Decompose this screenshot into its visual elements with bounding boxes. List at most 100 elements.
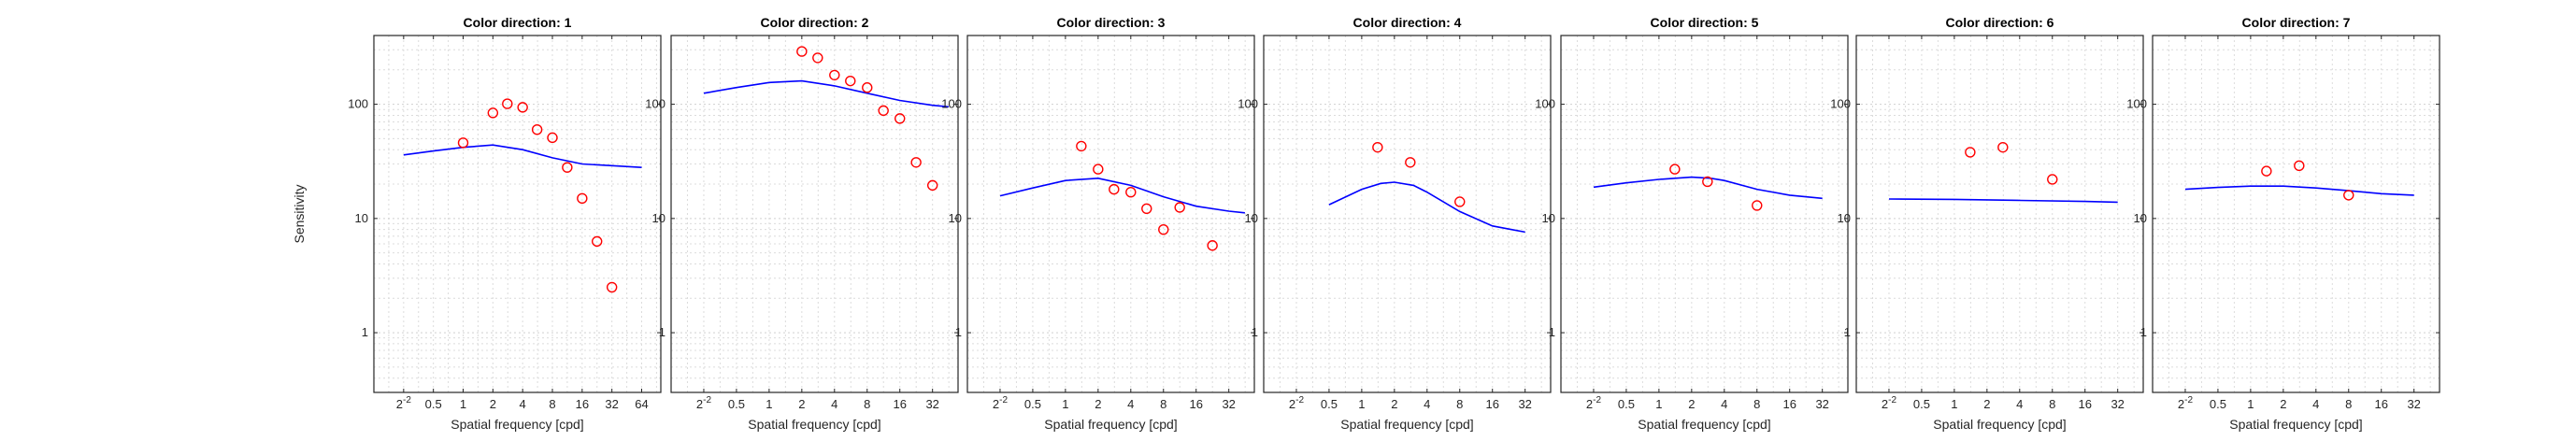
x-tick-label: 0.5 <box>425 397 442 411</box>
x-axis-label: Spatial frequency [cpd] <box>2229 417 2362 432</box>
x-tick-label: 2-2 <box>396 395 412 411</box>
panel-6: 2-2 0.5 1 2 4 8 16 32 1 10 100 Color direction: 6 Sp… <box>1830 15 2144 432</box>
panel-title: Color direction: 5 <box>1651 15 1759 30</box>
model-curve <box>1888 198 2118 204</box>
y-tick-label: 100 <box>2126 97 2147 111</box>
x-tick-label: 0.5 <box>728 397 745 411</box>
axes-box <box>2152 35 2440 393</box>
data-point <box>457 137 469 149</box>
y-tick-label: 1 <box>1549 325 1555 339</box>
data-point <box>2294 160 2305 172</box>
data-point <box>502 98 513 109</box>
x-tick-label: 8 <box>549 397 555 411</box>
y-tick-label: 100 <box>941 97 962 111</box>
panel-title: Color direction: 7 <box>2242 15 2351 30</box>
data-point <box>562 162 573 173</box>
y-tick-label: 100 <box>1238 97 1258 111</box>
axes-box <box>373 35 662 393</box>
panel-title: Color direction: 3 <box>1057 15 1166 30</box>
x-tick-label: 2 <box>1391 397 1397 411</box>
data-point <box>1702 176 1713 188</box>
x-tick-label: 1 <box>1062 397 1068 411</box>
x-tick-label: 0.5 <box>1913 397 1930 411</box>
panel-title: Color direction: 1 <box>464 15 572 30</box>
data-point <box>1454 196 1466 207</box>
x-tick-label: 16 <box>1782 397 1796 411</box>
y-tick-label: 1 <box>955 325 962 339</box>
data-point <box>1965 147 1976 158</box>
x-tick-label: 4 <box>520 397 526 411</box>
x-tick-label: 0.5 <box>2210 397 2226 411</box>
x-tick-label: 1 <box>1951 397 1957 411</box>
x-tick-label: 32 <box>1222 397 1235 411</box>
x-tick-label: 2-2 <box>2178 395 2194 411</box>
y-tick-label: 1 <box>1844 325 1851 339</box>
x-tick-label: 4 <box>1721 397 1727 411</box>
model-curve <box>703 79 949 108</box>
x-tick-label: 8 <box>2049 397 2055 411</box>
panel-3: 2-2 0.5 1 2 4 8 16 32 1 10 100 Color direction: 3 Sp… <box>941 15 1255 432</box>
x-tick-label: 2 <box>1095 397 1101 411</box>
data-point <box>1141 203 1152 214</box>
data-point <box>1372 141 1383 153</box>
x-tick-label: 2-2 <box>696 395 712 411</box>
x-tick-label: 2 <box>1688 397 1695 411</box>
x-tick-label: 8 <box>1753 397 1760 411</box>
data-point <box>606 281 618 293</box>
x-tick-label: 0.5 <box>1618 397 1635 411</box>
x-tick-label: 4 <box>2016 397 2023 411</box>
data-point <box>1174 202 1185 213</box>
x-tick-label: 2 <box>490 397 496 411</box>
data-point <box>1405 157 1416 168</box>
x-tick-label: 16 <box>2078 397 2091 411</box>
data-point <box>1076 140 1087 152</box>
data-point <box>2343 190 2354 201</box>
x-tick-label: 16 <box>1189 397 1202 411</box>
panel-title: Color direction: 4 <box>1353 15 1462 30</box>
model-curve <box>2184 185 2414 196</box>
model-curve <box>999 177 1245 214</box>
y-tick-label: 10 <box>1838 211 1851 225</box>
x-tick-label: 16 <box>2374 397 2387 411</box>
x-axis-label: Spatial frequency [cpd] <box>1340 417 1473 432</box>
x-tick-label: 2-2 <box>1289 395 1305 411</box>
x-tick-label: 2-2 <box>1882 395 1897 411</box>
x-tick-label: 32 <box>1815 397 1828 411</box>
x-tick-label: 0.5 <box>1024 397 1041 411</box>
data-point <box>2261 165 2272 177</box>
x-tick-label: 2 <box>1983 397 1990 411</box>
y-tick-label: 10 <box>652 211 665 225</box>
x-axis-label: Spatial frequency [cpd] <box>451 417 583 432</box>
y-tick-label: 1 <box>659 325 665 339</box>
y-tick-label: 1 <box>362 325 368 339</box>
x-tick-label: 0.5 <box>1321 397 1338 411</box>
x-tick-label: 1 <box>2247 397 2254 411</box>
y-tick-label: 100 <box>348 97 368 111</box>
x-tick-label: 8 <box>1160 397 1166 411</box>
model-curve <box>403 144 642 168</box>
axes-box <box>1855 35 2144 393</box>
x-tick-label: 2-2 <box>1586 395 1602 411</box>
axes-box <box>1560 35 1849 393</box>
x-axis-label: Spatial frequency [cpd] <box>748 417 880 432</box>
data-point <box>894 113 906 124</box>
data-point <box>591 235 603 248</box>
axes-box <box>670 35 959 393</box>
x-tick-label: 16 <box>576 397 589 411</box>
x-tick-label: 16 <box>893 397 906 411</box>
x-tick-label: 1 <box>1655 397 1662 411</box>
y-tick-label: 10 <box>949 211 962 225</box>
x-tick-label: 8 <box>1456 397 1463 411</box>
data-point <box>1207 240 1218 251</box>
y-tick-label: 1 <box>1252 325 1258 339</box>
panel-5: 2-2 0.5 1 2 4 8 16 32 1 10 100 Color direction: 5 Sp… <box>1535 15 1849 432</box>
model-curve <box>1328 181 1525 234</box>
x-tick-label: 8 <box>864 397 870 411</box>
x-tick-label: 64 <box>635 397 648 411</box>
y-tick-label: 10 <box>1245 211 1258 225</box>
panel-1: 2-2 0.5 1 2 4 8 16 32 64 1 10 100 Color direction: 1… <box>292 15 662 432</box>
x-tick-label: 2-2 <box>993 395 1009 411</box>
data-point <box>812 52 823 64</box>
data-point <box>829 69 840 81</box>
x-tick-label: 4 <box>831 397 837 411</box>
